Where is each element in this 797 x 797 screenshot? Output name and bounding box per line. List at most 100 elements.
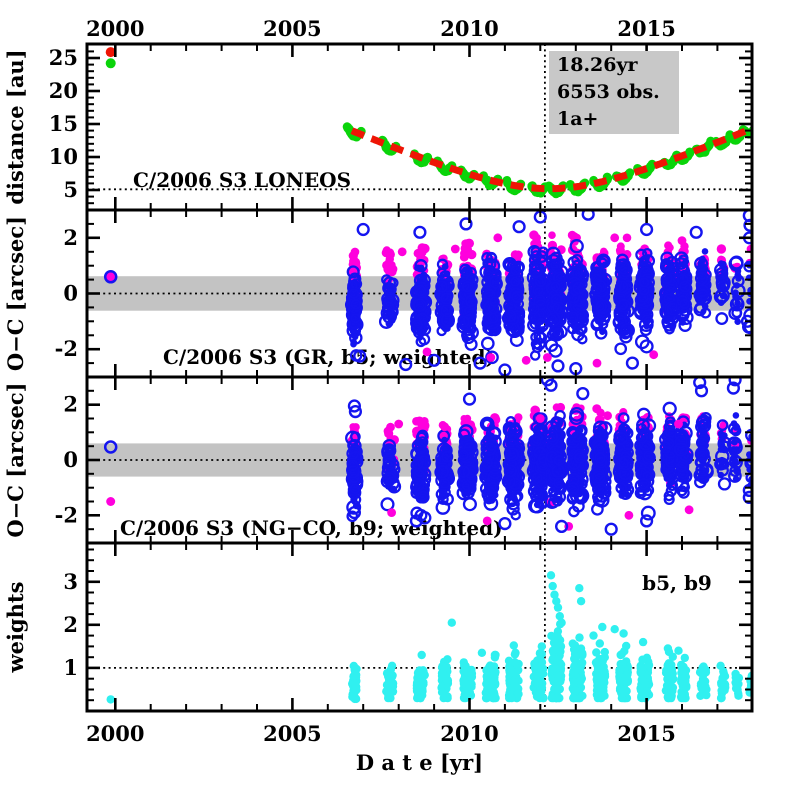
blue-open-residual bbox=[457, 315, 470, 328]
blue-open-residual bbox=[479, 416, 495, 432]
magenta-residual bbox=[413, 248, 423, 258]
blue-open-residual bbox=[571, 253, 584, 266]
blue-open-residual bbox=[381, 301, 396, 315]
blue-open-residual bbox=[463, 442, 476, 455]
blue-open-residual bbox=[346, 459, 359, 472]
blue-open-residual bbox=[676, 273, 689, 286]
green-single-point bbox=[105, 58, 116, 69]
green-distance-point bbox=[625, 169, 634, 178]
blue-open-residual bbox=[485, 350, 499, 365]
blue-open-residual bbox=[349, 445, 362, 458]
blue-open-residual bbox=[570, 285, 581, 297]
blue-open-residual bbox=[413, 225, 427, 239]
magenta-residual bbox=[615, 246, 625, 255]
blue-open-residual bbox=[531, 472, 543, 484]
blue-open-residual bbox=[642, 316, 654, 328]
magenta-residual bbox=[664, 241, 673, 250]
blue-open-residual bbox=[715, 270, 729, 284]
magenta-residual bbox=[422, 347, 432, 357]
blue-open-residual bbox=[481, 418, 493, 430]
blue-open-residual bbox=[731, 307, 743, 319]
blue-open-residual bbox=[527, 303, 540, 316]
magenta-residual bbox=[386, 422, 395, 432]
blue-open-residual bbox=[347, 485, 362, 500]
blue-open-residual bbox=[614, 342, 628, 356]
blue-open-residual bbox=[483, 257, 497, 271]
blue-open-residual bbox=[593, 307, 607, 321]
blue-open-residual bbox=[527, 318, 541, 333]
blue-open-residual bbox=[399, 357, 413, 372]
blue-open-residual bbox=[619, 330, 633, 344]
blue-open-single bbox=[103, 270, 118, 284]
blue-open-residual bbox=[349, 483, 361, 495]
blue-open-residual bbox=[512, 220, 526, 234]
green-distance-point bbox=[753, 120, 762, 129]
blue-open-residual bbox=[550, 293, 563, 306]
magenta-residual bbox=[397, 247, 407, 257]
y-tick-label: 5 bbox=[63, 177, 78, 202]
blue-open-residual bbox=[485, 251, 497, 263]
blue-open-residual bbox=[577, 324, 588, 335]
blue-open-residual bbox=[743, 218, 752, 232]
y-tick-label: 10 bbox=[49, 144, 78, 169]
magenta-residual bbox=[381, 248, 391, 258]
blue-open-residual bbox=[465, 266, 477, 279]
blue-open-residual bbox=[507, 434, 520, 446]
blue-open-residual bbox=[511, 490, 524, 502]
blue-open-residual bbox=[440, 278, 455, 293]
blue-open-residual bbox=[546, 312, 561, 327]
red-single-point bbox=[105, 47, 116, 58]
magenta-residual bbox=[414, 416, 425, 427]
blue-open-residual bbox=[577, 333, 588, 345]
blue-open-residual bbox=[572, 281, 586, 295]
blue-open-residual bbox=[384, 288, 396, 300]
blue-open-residual bbox=[661, 272, 673, 285]
blue-open-residual bbox=[384, 284, 396, 296]
blue-open-residual bbox=[694, 301, 707, 314]
magenta-residual bbox=[493, 233, 503, 243]
blue-open-residual bbox=[529, 498, 545, 514]
blue-open-residual bbox=[743, 260, 752, 273]
blue-open-residual bbox=[482, 442, 497, 457]
blue-open-residual bbox=[592, 261, 604, 273]
blue-open-residual bbox=[590, 282, 603, 295]
magenta-residual bbox=[462, 239, 472, 248]
blue-open-residual bbox=[695, 283, 710, 298]
blue-open-residual bbox=[555, 279, 566, 291]
blue-open-residual bbox=[440, 292, 453, 305]
blue-open-residual bbox=[550, 281, 561, 292]
blue-open-residual bbox=[382, 471, 397, 487]
blue-open-residual bbox=[463, 457, 478, 472]
magenta-residual bbox=[464, 248, 473, 256]
blue-open-residual bbox=[503, 309, 517, 323]
blue-open-residual bbox=[487, 303, 500, 315]
blue-open-residual bbox=[473, 356, 487, 370]
y-axis-title: O−C [arcsec] bbox=[3, 216, 28, 371]
blue-open-residual bbox=[641, 314, 652, 325]
blue-open-residual bbox=[569, 239, 584, 254]
blue-open-residual bbox=[502, 457, 518, 472]
green-distance-point bbox=[381, 141, 391, 151]
blue-open-residual bbox=[595, 299, 611, 315]
magenta-single bbox=[106, 272, 116, 282]
blue-open-residual bbox=[502, 256, 517, 272]
blue-residual bbox=[734, 299, 741, 307]
blue-open-residual bbox=[346, 499, 362, 515]
magenta-residual bbox=[521, 355, 531, 365]
blue-open-residual bbox=[689, 225, 703, 239]
blue-open-residual bbox=[435, 451, 450, 466]
blue-open-residual bbox=[679, 298, 690, 310]
blue-open-residual bbox=[348, 288, 360, 300]
blue-open-residual bbox=[531, 342, 543, 354]
blue-open-residual bbox=[435, 500, 451, 515]
blue-open-residual bbox=[462, 313, 477, 328]
blue-open-residual bbox=[380, 306, 394, 320]
blue-open-residual bbox=[485, 258, 501, 274]
blue-open-residual bbox=[488, 275, 503, 289]
blue-open-residual bbox=[480, 336, 495, 351]
blue-open-residual bbox=[356, 222, 370, 237]
blue-open-residual bbox=[462, 464, 478, 479]
blue-open-residual bbox=[715, 312, 729, 326]
